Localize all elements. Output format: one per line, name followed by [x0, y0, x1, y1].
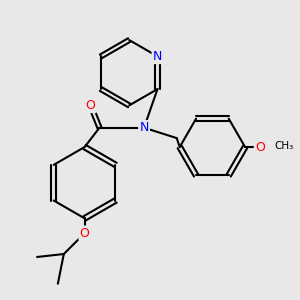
Text: O: O: [255, 140, 265, 154]
Text: N: N: [153, 50, 162, 63]
Text: N: N: [140, 121, 149, 134]
Text: O: O: [85, 99, 95, 112]
Text: O: O: [80, 227, 89, 240]
Text: CH₃: CH₃: [275, 140, 294, 151]
